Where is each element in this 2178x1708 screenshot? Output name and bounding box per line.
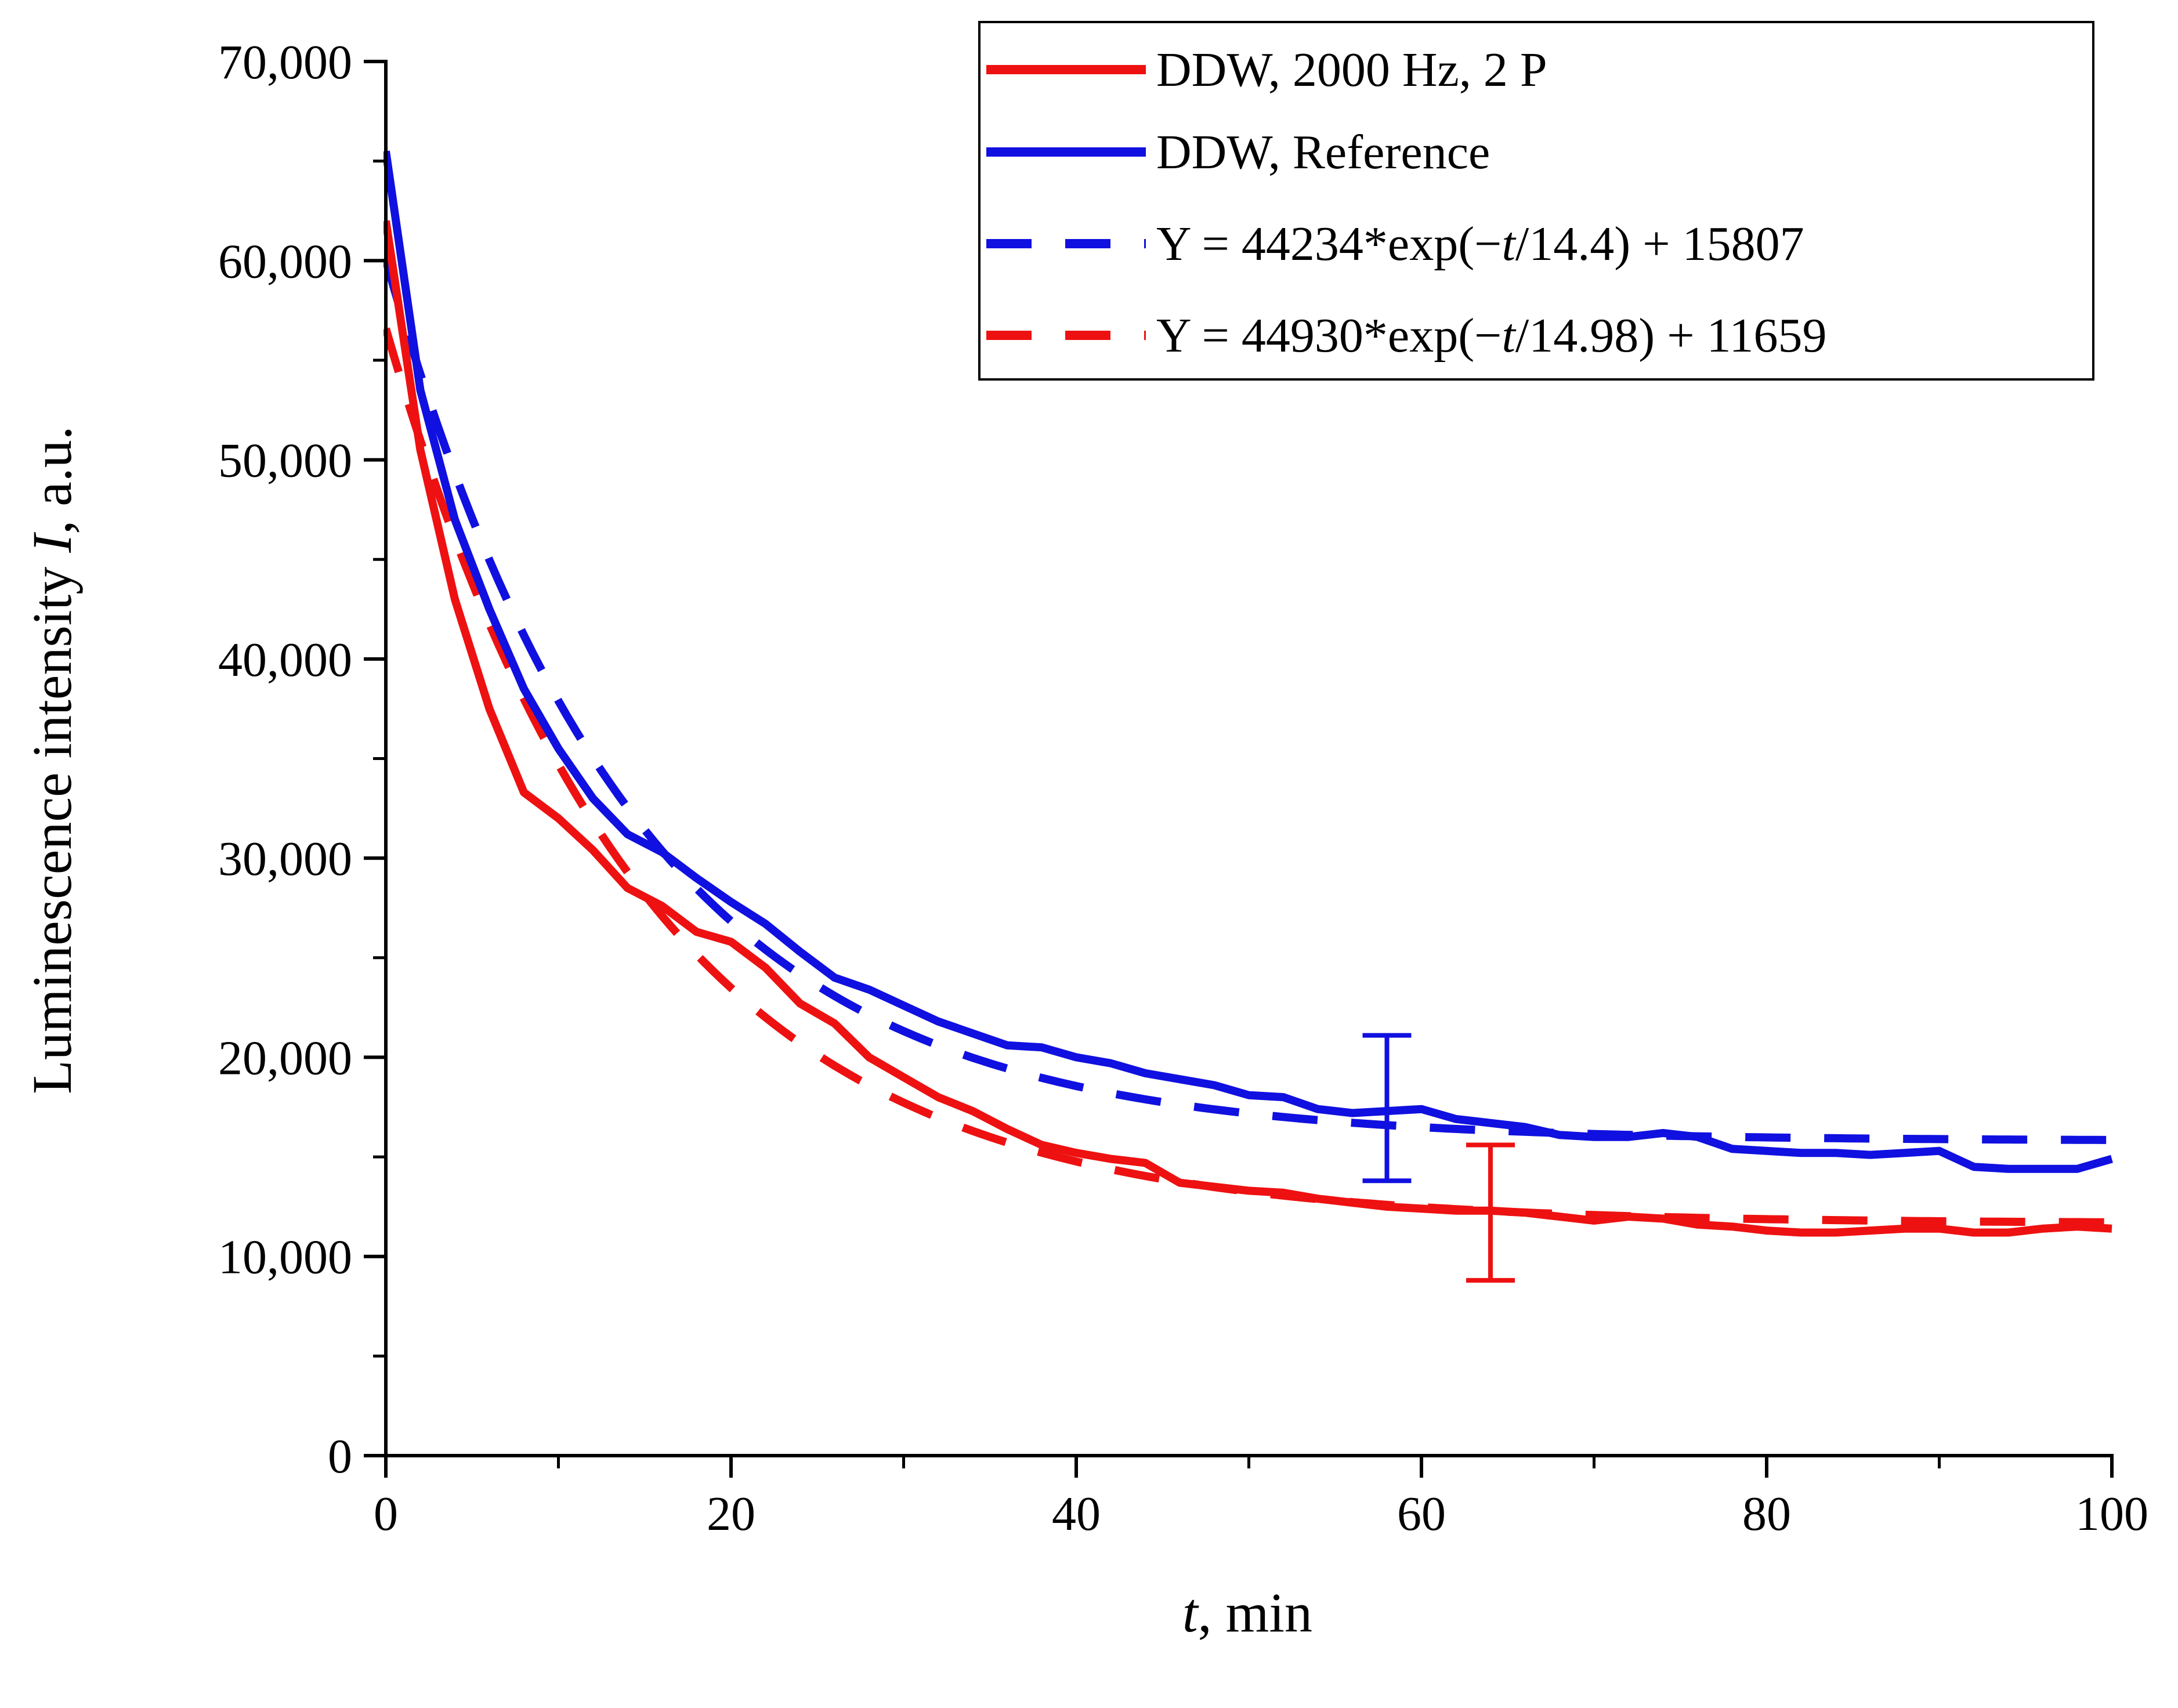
- series-group: [383, 150, 2113, 1237]
- legend: DDW, 2000 Hz, 2 P DDW, Reference Y = 442…: [978, 21, 2094, 381]
- y-tick-label: 70,000: [218, 35, 352, 89]
- y-tick-label: 40,000: [218, 633, 352, 687]
- blue-data-line: [383, 150, 2113, 1173]
- y-tick-label: 0: [328, 1430, 352, 1483]
- y-axis-title-italic: I: [21, 532, 83, 553]
- legend-label-2-suffix: /14.4) + 15807: [1515, 217, 1804, 271]
- y-tick-label: 20,000: [218, 1031, 352, 1085]
- legend-label-0: DDW, 2000 Hz, 2 P: [1156, 43, 1547, 97]
- ticks: 0 20 40 60 80 100 0 10,000 20,000 30,000 40,000 50,…: [218, 35, 2148, 1541]
- x-axis-title-italic: t: [1182, 1582, 1199, 1644]
- legend-box: [978, 21, 2094, 381]
- legend-label-3-suffix: /14.98) + 11659: [1515, 309, 1827, 363]
- y-axis-title-main: Luminescence intensity: [21, 553, 83, 1094]
- legend-label-2-italic: t: [1502, 217, 1517, 271]
- x-tick-label: 60: [1397, 1487, 1446, 1541]
- x-tick-label: 0: [374, 1487, 398, 1541]
- y-tick-label: 60,000: [218, 234, 352, 288]
- x-tick-label: 40: [1052, 1487, 1101, 1541]
- error-bars: [1362, 1033, 1515, 1283]
- x-tick-label: 20: [707, 1487, 755, 1541]
- y-axis-title: Luminescence intensity I, a.u.: [21, 426, 83, 1094]
- red-fit-curve: [383, 327, 2112, 1226]
- y-axis-title-rest: , a.u.: [21, 426, 83, 534]
- y-tick-label: 10,000: [218, 1231, 352, 1284]
- legend-label-3-italic: t: [1502, 309, 1517, 363]
- legend-label-2: Y = 44234*exp(−t/14.4) + 15807: [1156, 217, 1804, 271]
- x-tick-label: 100: [2075, 1487, 2148, 1541]
- blue-fit-curve: [383, 258, 2112, 1144]
- legend-label-2-prefix: Y = 44234*exp(−: [1156, 217, 1502, 271]
- red-data-line: [383, 220, 2112, 1237]
- x-axis-title: t, min: [1182, 1582, 1312, 1644]
- y-tick-label: 50,000: [218, 434, 352, 488]
- legend-label-3-prefix: Y = 44930*exp(−: [1156, 309, 1502, 363]
- legend-label-3: Y = 44930*exp(−t/14.98) + 11659: [1156, 309, 1826, 363]
- x-axis-title-rest: , min: [1198, 1582, 1312, 1644]
- legend-label-1: DDW, Reference: [1156, 125, 1490, 179]
- x-tick-label: 80: [1742, 1487, 1791, 1541]
- y-tick-label: 30,000: [218, 832, 352, 886]
